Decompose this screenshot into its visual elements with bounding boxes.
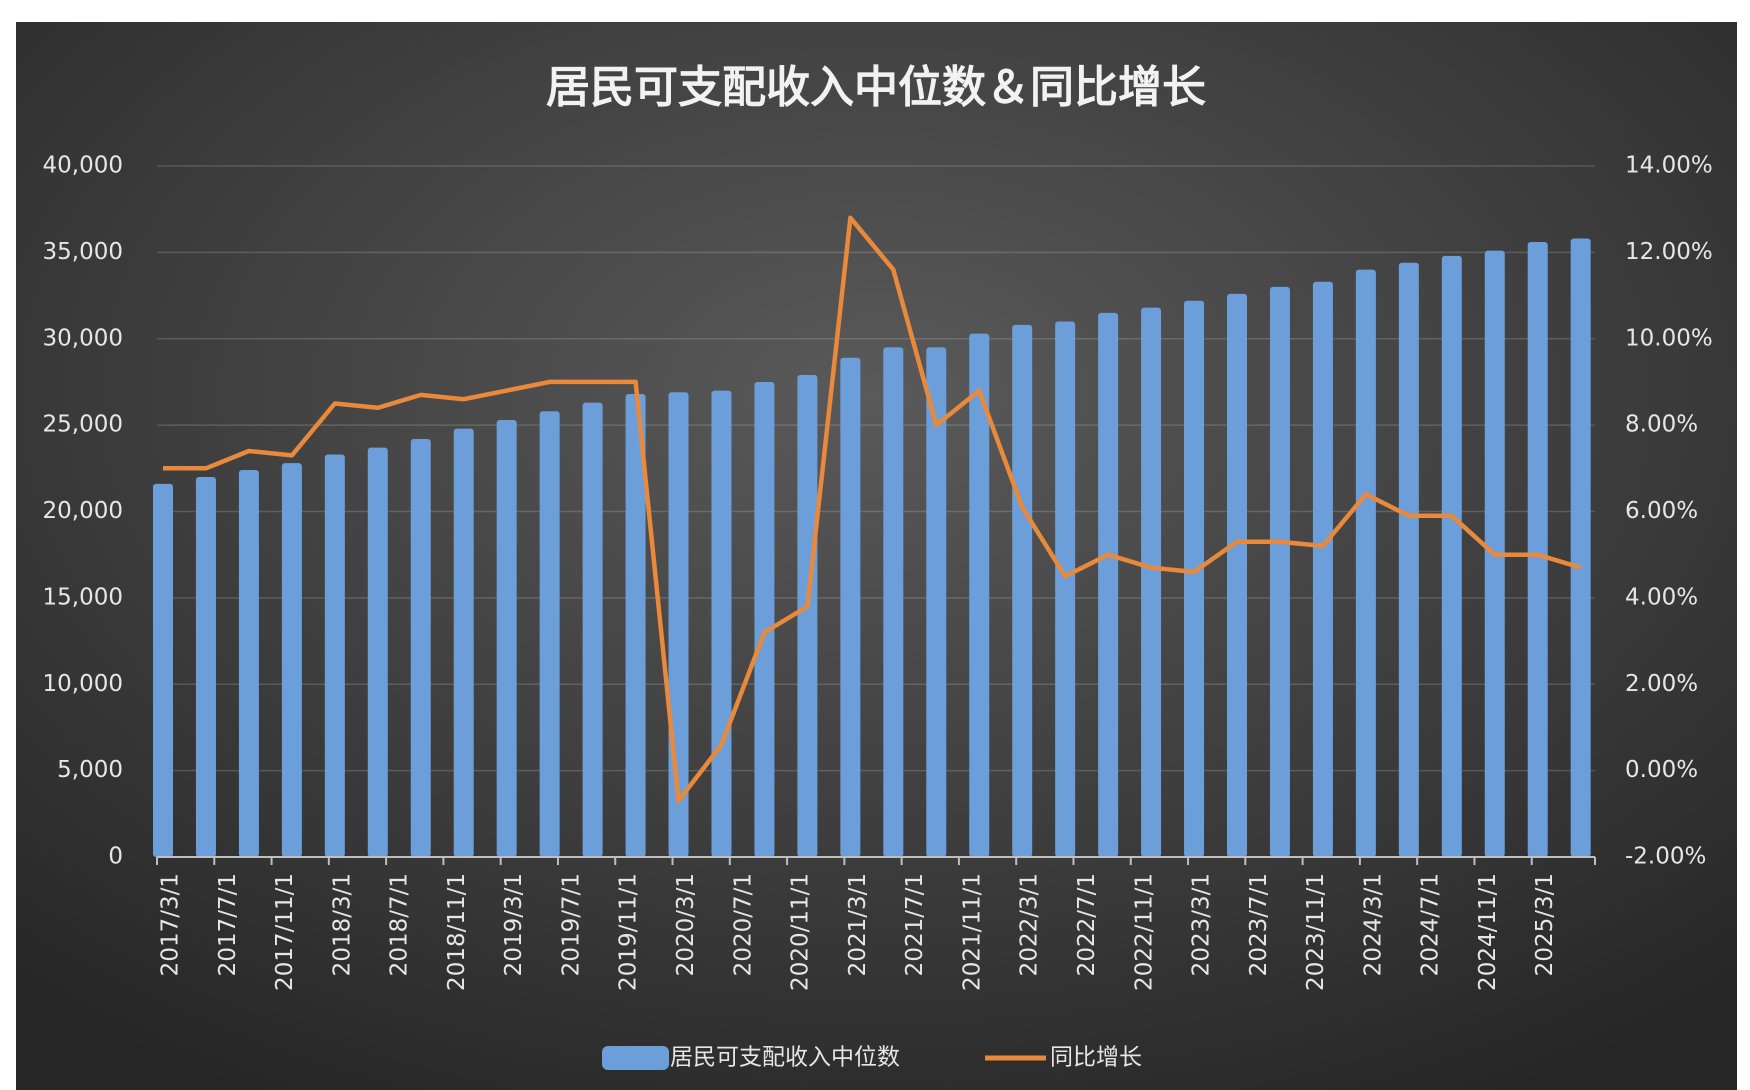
y-tick-label: 10,000 [43, 671, 123, 697]
x-tick-label: 2019/11/1 [616, 873, 642, 991]
bar [1312, 281, 1333, 857]
y2-tick-label: 14.00% [1625, 153, 1713, 179]
bar [238, 470, 259, 857]
y2-tick-label: 8.00% [1625, 412, 1698, 438]
line [163, 215, 1582, 804]
legend-label: 居民可支配收入中位数 [670, 1045, 900, 1071]
bar [281, 463, 302, 857]
bar [754, 381, 775, 857]
y2-tick-label: 2.00% [1625, 671, 1698, 697]
x-tick-label: 2023/7/1 [1246, 873, 1272, 976]
bar [1441, 255, 1462, 857]
y-tick-label: 5,000 [57, 757, 123, 783]
x-tick-label: 2024/3/1 [1360, 873, 1386, 976]
chart-title: 居民可支配收入中位数＆同比增长 [546, 62, 1206, 113]
bar [1227, 293, 1247, 858]
x-tick-label: 2022/3/1 [1017, 873, 1043, 976]
x-tick-label: 2020/7/1 [730, 873, 756, 976]
x-tick-label: 2017/11/1 [272, 873, 298, 991]
y-tick-label: 0 [108, 844, 123, 870]
x-tick-label: 2021/3/1 [845, 873, 871, 976]
x-tick-label: 2022/11/1 [1131, 873, 1157, 991]
y-tick-label: 40,000 [43, 153, 123, 179]
bar [1098, 312, 1119, 857]
bar [969, 333, 990, 857]
bar [195, 476, 216, 857]
bar [410, 438, 431, 857]
x-tick-label: 2024/7/1 [1418, 873, 1444, 976]
y2-tick-label: 12.00% [1625, 239, 1713, 265]
y-tick-label: 30,000 [43, 325, 123, 351]
bar [840, 357, 861, 857]
bar [153, 483, 173, 857]
x-tick-label: 2023/3/1 [1189, 873, 1215, 976]
x-tick-label: 2024/11/1 [1475, 873, 1501, 991]
bar [883, 347, 904, 857]
y2-tick-label: 6.00% [1625, 498, 1698, 524]
bar [453, 428, 474, 857]
bar [1184, 300, 1205, 857]
x-tick-label: 2019/7/1 [558, 873, 584, 976]
x-tick-label: 2017/3/1 [158, 873, 184, 976]
bar [1055, 321, 1076, 858]
x-tick-label: 2021/7/1 [902, 873, 928, 976]
x-tick-label: 2023/11/1 [1303, 873, 1329, 991]
bar [1570, 238, 1591, 857]
bar [324, 454, 345, 857]
y-tick-label: 15,000 [43, 584, 123, 610]
legend-swatch [602, 1046, 669, 1070]
bar [1141, 307, 1162, 857]
y-tick-label: 35,000 [43, 239, 123, 265]
bar [1398, 262, 1419, 857]
bar [367, 447, 388, 857]
bar [625, 394, 646, 857]
x-tick-label: 2025/3/1 [1532, 873, 1558, 976]
bar [1355, 269, 1376, 857]
x-tick-label: 2018/11/1 [444, 873, 470, 991]
bar [711, 390, 732, 857]
bar [539, 411, 560, 857]
bar [926, 347, 947, 857]
x-tick-label: 2022/7/1 [1074, 873, 1100, 976]
bar [1269, 286, 1290, 857]
bar [582, 402, 603, 857]
bar [1527, 242, 1548, 857]
y2-tick-label: 0.00% [1625, 757, 1698, 783]
y2-tick-label: -2.00% [1625, 844, 1706, 870]
legend: 居民可支配收入中位数 同比增长 [602, 1045, 1142, 1071]
x-tick-label: 2020/3/1 [673, 873, 699, 976]
y-tick-label: 25,000 [43, 412, 123, 438]
bar [797, 375, 818, 857]
y2-tick-label: 4.00% [1625, 584, 1698, 610]
x-tick-label: 2018/7/1 [387, 873, 413, 976]
x-tick-label: 2020/11/1 [788, 873, 814, 991]
bar [496, 419, 517, 857]
bar [1012, 324, 1033, 857]
x-tick-label: 2021/11/1 [959, 873, 985, 991]
y2-tick-label: 10.00% [1625, 325, 1713, 351]
x-tick-label: 2019/3/1 [501, 873, 527, 976]
legend-label: 同比增长 [1050, 1045, 1142, 1071]
x-tick-label: 2018/3/1 [329, 873, 355, 976]
x-tick-label: 2017/7/1 [215, 873, 241, 976]
y-tick-label: 20,000 [43, 498, 123, 524]
